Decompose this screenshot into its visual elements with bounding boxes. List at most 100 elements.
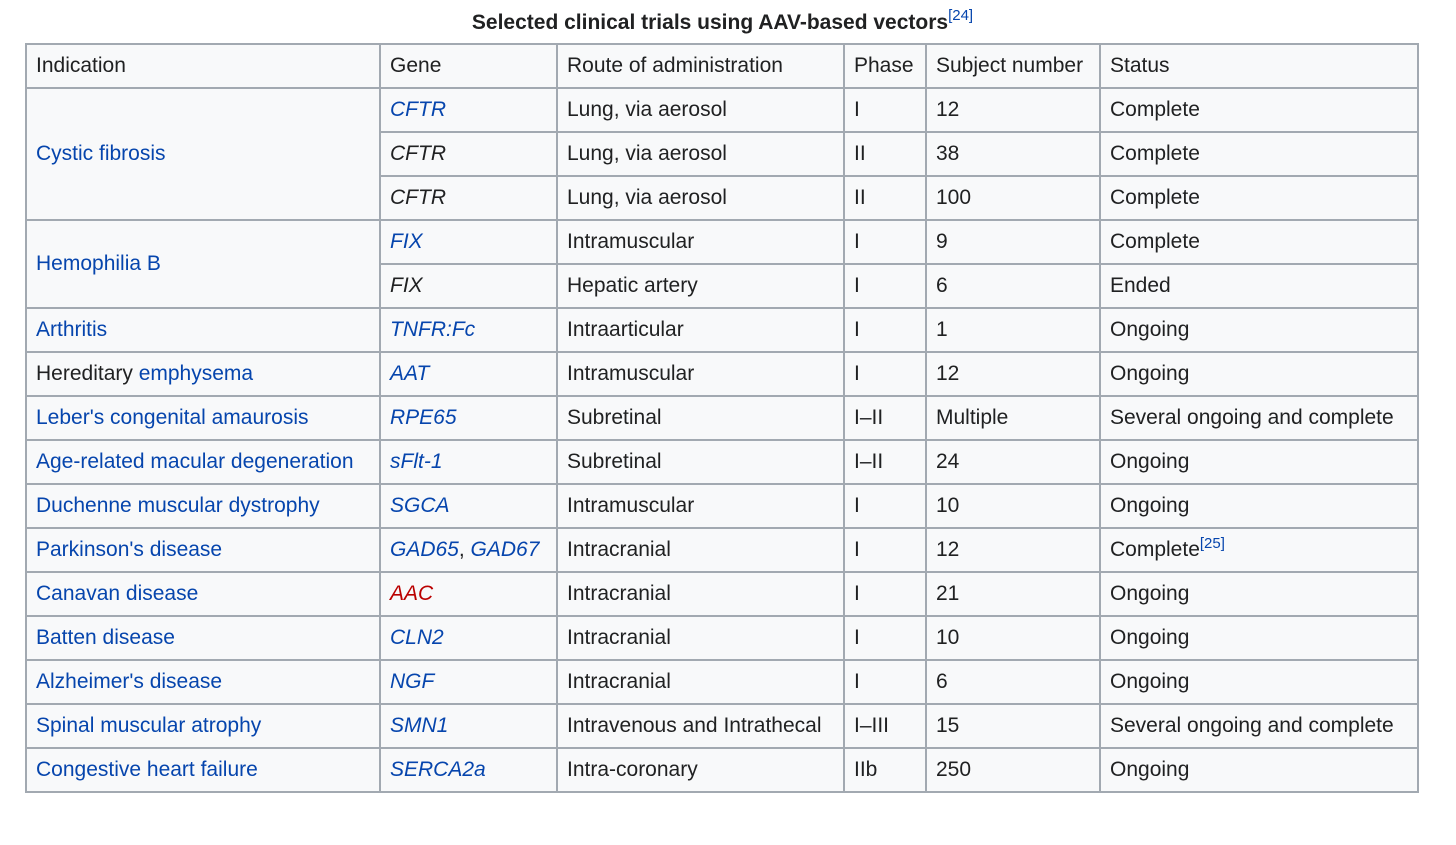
route-cell: Subretinal (556, 439, 845, 485)
gene-cell: SERCA2a (379, 747, 558, 793)
table-row: Congestive heart failure SERCA2a Intra-c… (25, 747, 1419, 793)
table-row: Hemophilia B FIX Intramuscular I 9 Compl… (25, 219, 1419, 309)
subjects-cell: 6 (925, 659, 1101, 705)
gene-link[interactable]: AAT (390, 362, 430, 385)
indication-link-alzheimers[interactable]: Alzheimer's disease (36, 670, 223, 693)
gene-cell: CLN2 (379, 615, 558, 661)
gene-cell: SGCA (379, 483, 558, 529)
gene-link[interactable]: NGF (390, 670, 435, 693)
phase-cell: II (843, 175, 927, 221)
table-row: Leber's congenital amaurosis RPE65 Subre… (25, 395, 1419, 441)
subjects-cell: Multiple (925, 395, 1101, 441)
phase-cell: I (843, 527, 927, 573)
status-cell: Complete (1099, 219, 1419, 265)
gene-link[interactable]: SERCA2a (390, 758, 486, 781)
clinical-trials-table: Indication Gene Route of administration … (25, 43, 1419, 793)
indication-cell: Spinal muscular atrophy (25, 703, 381, 749)
gene-link[interactable]: FIX (390, 230, 423, 253)
table-row: Arthritis TNFR:Fc Intraarticular I 1 Ong… (25, 307, 1419, 353)
gene-cell: TNFR:Fc (379, 307, 558, 353)
subjects-cell: 21 (925, 571, 1101, 617)
indication-link-amd[interactable]: Age-related macular degeneration (36, 450, 354, 473)
gene-redlink[interactable]: AAC (390, 582, 434, 605)
subjects-cell: 24 (925, 439, 1101, 485)
subjects-cell: 38 (925, 131, 1101, 177)
indication-link-batten[interactable]: Batten disease (36, 626, 175, 649)
indication-cell: Batten disease (25, 615, 381, 661)
phase-cell: I (843, 571, 927, 617)
gene-link[interactable]: SGCA (390, 494, 450, 517)
subjects-cell: 15 (925, 703, 1101, 749)
indication-link-hemophilia-b[interactable]: Hemophilia B (36, 252, 161, 275)
gene-separator: , (458, 538, 471, 561)
route-cell: Intracranial (556, 527, 845, 573)
phase-cell: I (843, 615, 927, 661)
indication-link-sma[interactable]: Spinal muscular atrophy (36, 714, 262, 737)
header-gene: Gene (379, 43, 558, 89)
status-text: Complete (1110, 538, 1200, 561)
status-reference-link[interactable]: [25] (1199, 535, 1225, 552)
header-phase: Phase (843, 43, 927, 89)
indication-link-parkinsons[interactable]: Parkinson's disease (36, 538, 223, 561)
indication-cell: Age-related macular degeneration (25, 439, 381, 485)
gene-cell: CFTR (379, 175, 558, 221)
indication-link-canavan[interactable]: Canavan disease (36, 582, 199, 605)
indication-cell: Congestive heart failure (25, 747, 381, 793)
status-cell: Ongoing (1099, 307, 1419, 353)
gene-link[interactable]: CLN2 (390, 626, 444, 649)
route-cell: Lung, via aerosol (556, 87, 845, 133)
indication-cell: Parkinson's disease (25, 527, 381, 573)
indication-link-dmd[interactable]: Duchenne muscular dystrophy (36, 494, 320, 517)
caption-title: Selected clinical trials using AAV-based… (471, 11, 949, 34)
gene-link[interactable]: sFlt-1 (390, 450, 443, 473)
table-row: Spinal muscular atrophy SMN1 Intravenous… (25, 703, 1419, 749)
table-row: Hereditary emphysema AAT Intramuscular I… (25, 351, 1419, 397)
indication-cell: Alzheimer's disease (25, 659, 381, 705)
phase-cell: I (843, 351, 927, 397)
phase-cell: I (843, 483, 927, 529)
gene-cell: CFTR (379, 87, 558, 133)
indication-link-chf[interactable]: Congestive heart failure (36, 758, 258, 781)
status-cell: Ongoing (1099, 747, 1419, 793)
subjects-cell: 10 (925, 483, 1101, 529)
indication-cell: Cystic fibrosis (25, 87, 381, 221)
indication-link-leber[interactable]: Leber's congenital amaurosis (36, 406, 309, 429)
indication-cell: Arthritis (25, 307, 381, 353)
table-row: Parkinson's disease GAD65, GAD67 Intracr… (25, 527, 1419, 573)
status-cell: Ongoing (1099, 351, 1419, 397)
status-cell: Ongoing (1099, 571, 1419, 617)
phase-cell: I–II (843, 439, 927, 485)
phase-cell: I (843, 219, 927, 265)
route-cell: Hepatic artery (556, 263, 845, 309)
indication-link-cystic-fibrosis[interactable]: Cystic fibrosis (36, 142, 166, 165)
indication-link-emphysema[interactable]: emphysema (138, 362, 254, 385)
indication-link-arthritis[interactable]: Arthritis (36, 318, 108, 341)
gene-cell: RPE65 (379, 395, 558, 441)
indication-cell: Hereditary emphysema (25, 351, 381, 397)
subjects-cell: 100 (925, 175, 1101, 221)
gene-link[interactable]: RPE65 (390, 406, 457, 429)
gene-link[interactable]: TNFR:Fc (390, 318, 476, 341)
gene-cell: SMN1 (379, 703, 558, 749)
caption-reference-link[interactable]: [24] (948, 7, 974, 24)
gene-link[interactable]: GAD65 (390, 538, 459, 561)
route-cell: Intra-coronary (556, 747, 845, 793)
route-cell: Lung, via aerosol (556, 131, 845, 177)
phase-cell: I–II (843, 395, 927, 441)
gene-cell: sFlt-1 (379, 439, 558, 485)
table-caption: Selected clinical trials using AAV-based… (25, 8, 1420, 38)
gene-link[interactable]: GAD67 (470, 538, 540, 561)
header-row: Indication Gene Route of administration … (25, 43, 1419, 89)
indication-cell: Duchenne muscular dystrophy (25, 483, 381, 529)
subjects-cell: 12 (925, 527, 1101, 573)
phase-cell: I (843, 87, 927, 133)
gene-link[interactable]: SMN1 (390, 714, 449, 737)
table-row: Alzheimer's disease NGF Intracranial I 6… (25, 659, 1419, 705)
indication-text: Hereditary (36, 362, 139, 385)
phase-cell: I (843, 307, 927, 353)
table-row: Canavan disease AAC Intracranial I 21 On… (25, 571, 1419, 617)
route-cell: Intravenous and Intrathecal (556, 703, 845, 749)
gene-cell: NGF (379, 659, 558, 705)
gene-link[interactable]: CFTR (390, 98, 446, 121)
subjects-cell: 10 (925, 615, 1101, 661)
